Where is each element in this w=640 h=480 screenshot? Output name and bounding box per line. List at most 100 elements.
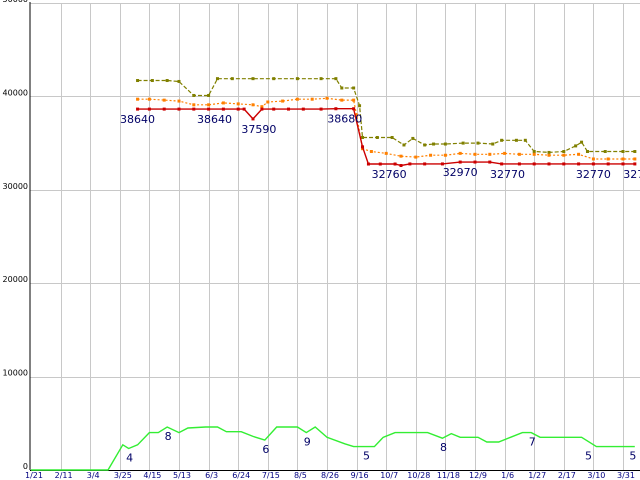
data-point — [260, 107, 264, 111]
data-point — [411, 136, 415, 140]
data-point — [476, 141, 480, 145]
data-point — [150, 79, 154, 83]
x-tick-label: 11/18 — [437, 471, 460, 480]
price-label: 37590 — [241, 123, 276, 136]
data-point — [547, 153, 551, 157]
data-point — [215, 77, 219, 81]
data-point — [580, 140, 584, 144]
data-point — [393, 162, 397, 166]
data-point — [621, 150, 625, 154]
count-labels: 4 8 6 9 5 8 7 5 5 — [126, 430, 636, 464]
data-point — [488, 160, 492, 164]
data-point — [165, 79, 169, 83]
x-tick-label: 4/15 — [143, 471, 161, 480]
data-point — [177, 99, 181, 103]
y-tick-label: 40000 — [3, 88, 28, 97]
data-point — [352, 98, 356, 102]
data-point — [287, 107, 291, 111]
series-group — [31, 77, 637, 471]
data-point — [532, 152, 536, 156]
y-axis-ticks: 0 10000 20000 30000 40000 50000 — [3, 0, 28, 471]
count-label: 7 — [529, 436, 536, 449]
data-point — [523, 138, 527, 142]
data-point — [574, 144, 578, 148]
data-point — [532, 162, 536, 166]
data-point — [192, 103, 196, 107]
grid — [30, 3, 640, 470]
data-point — [603, 150, 607, 154]
count-label: 4 — [126, 452, 133, 465]
data-point — [621, 162, 625, 166]
data-point — [488, 152, 492, 156]
data-point — [177, 79, 181, 83]
data-point — [251, 103, 255, 107]
data-point — [325, 96, 329, 100]
price-label: 32770 — [623, 168, 640, 181]
x-tick-label: 6/3 — [205, 471, 218, 480]
data-point — [207, 107, 211, 111]
data-point — [340, 86, 344, 90]
data-point — [355, 113, 359, 117]
data-point — [591, 157, 595, 161]
data-point — [192, 93, 196, 97]
data-point — [352, 107, 356, 111]
data-point — [295, 97, 299, 101]
x-tick-label: 3/25 — [114, 471, 132, 480]
data-point — [378, 162, 382, 166]
data-point — [621, 157, 625, 161]
data-point — [352, 86, 356, 90]
data-point — [577, 162, 581, 166]
data-point — [281, 99, 285, 103]
data-point — [361, 135, 365, 139]
data-point — [473, 160, 477, 164]
data-point — [562, 153, 566, 157]
data-point — [423, 143, 427, 147]
data-point — [500, 162, 504, 166]
data-point — [272, 107, 276, 111]
data-point — [334, 107, 338, 111]
data-point — [147, 97, 151, 101]
data-point — [503, 151, 507, 155]
data-point — [606, 157, 610, 161]
price-label: 32770 — [490, 168, 525, 181]
data-point — [192, 107, 196, 111]
data-point — [577, 152, 581, 156]
data-point — [319, 107, 323, 111]
data-point — [458, 151, 462, 155]
data-point — [334, 77, 338, 81]
price-label: 32770 — [576, 168, 611, 181]
data-point — [375, 135, 379, 139]
data-point — [361, 145, 365, 149]
x-axis-ticks: 1/21 2/11 3/4 3/25 4/15 5/13 6/3 6/24 7/15 8/5 8/2… — [25, 471, 635, 480]
y-tick-label: 30000 — [3, 182, 28, 191]
price-label: 38680 — [327, 113, 362, 126]
x-tick-label: 1/6 — [501, 471, 514, 480]
data-point — [390, 135, 394, 139]
data-point — [310, 97, 314, 101]
y-tick-label: 0 — [23, 462, 28, 471]
price-label: 32760 — [372, 168, 407, 181]
x-tick-label: 3/10 — [587, 471, 605, 480]
data-point — [517, 152, 521, 156]
x-tick-label: 7/15 — [262, 471, 280, 480]
data-point — [251, 117, 255, 121]
data-point — [443, 142, 447, 146]
x-tick-label: 10/7 — [380, 471, 398, 480]
data-point — [562, 150, 566, 154]
data-point — [251, 77, 255, 81]
count-label: 5 — [585, 450, 592, 463]
data-point — [461, 141, 465, 145]
data-point — [402, 143, 406, 147]
data-point — [500, 138, 504, 142]
data-point — [414, 155, 418, 159]
data-point — [547, 150, 551, 154]
data-point — [272, 77, 276, 81]
x-tick-label: 1/21 — [25, 471, 43, 480]
y-tick-label: 20000 — [3, 275, 28, 284]
data-point — [358, 104, 362, 108]
data-point — [221, 107, 225, 111]
data-point — [162, 107, 166, 111]
price-label: 38640 — [120, 113, 155, 126]
data-point — [301, 107, 305, 111]
data-point — [491, 142, 495, 146]
